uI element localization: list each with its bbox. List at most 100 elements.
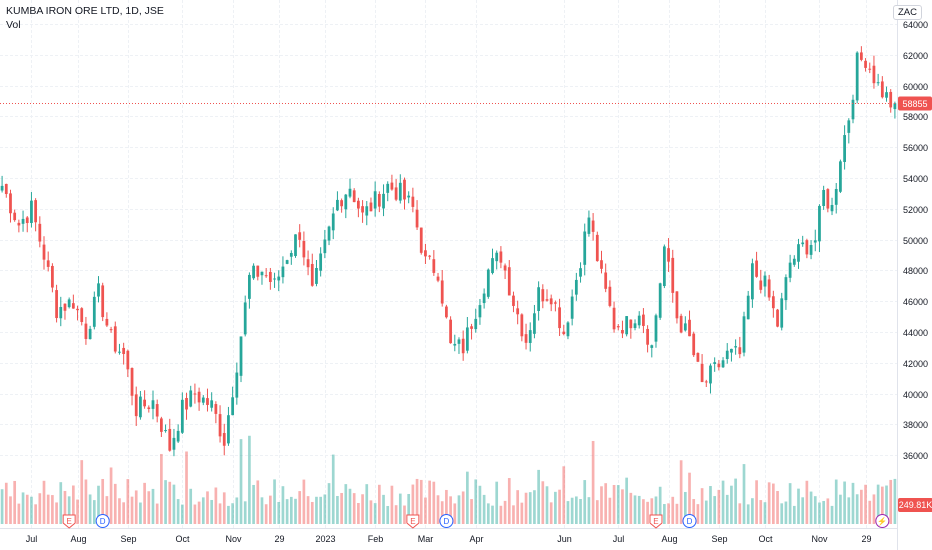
volume-bar — [0, 489, 4, 524]
x-tick-label: Nov — [225, 534, 242, 544]
volume-bar — [206, 491, 209, 524]
candle-body — [600, 260, 603, 269]
y-tick-label: 42000 — [903, 359, 928, 369]
y-tick-label: 64000 — [903, 20, 928, 30]
candle-body — [847, 120, 851, 133]
volume-bar — [474, 479, 478, 524]
candle-body — [151, 400, 155, 409]
candle-body — [25, 217, 29, 224]
x-tick-label: Jul — [26, 534, 38, 544]
candle-body — [415, 209, 419, 228]
volume-bar — [365, 484, 369, 524]
candle-body — [784, 277, 788, 301]
candle-body — [658, 283, 662, 318]
candle-body — [21, 218, 25, 224]
volume-bar — [386, 505, 390, 524]
candle-body — [411, 196, 415, 207]
volume-bar — [453, 503, 457, 524]
volume-bar — [880, 486, 884, 524]
volume-bar — [537, 469, 540, 524]
volume-bar — [419, 479, 423, 524]
volume-bar — [470, 499, 473, 524]
candle-body — [608, 286, 612, 306]
candle-body — [193, 393, 197, 395]
candle-body — [298, 232, 302, 240]
candle-body — [554, 302, 557, 304]
volume-bar — [612, 484, 616, 524]
dividend-icon[interactable] — [95, 514, 110, 528]
dividend-icon[interactable] — [439, 514, 454, 528]
earnings-icon[interactable] — [62, 514, 76, 529]
candle-body — [830, 204, 834, 212]
candle-body — [424, 250, 427, 257]
volume-bar — [298, 491, 302, 524]
volume-bar — [285, 499, 289, 524]
candle-body — [155, 404, 159, 417]
candle-body — [159, 418, 163, 432]
volume-bar — [306, 496, 310, 524]
candle-body — [42, 244, 46, 260]
candle-body — [231, 397, 235, 416]
volume-bar — [235, 497, 239, 524]
volume-bar — [449, 496, 452, 524]
volume-bar — [780, 503, 784, 524]
candle-body — [767, 279, 771, 298]
x-tick-label: Oct — [758, 534, 773, 544]
candle-body — [662, 246, 666, 287]
candle-body — [285, 260, 289, 264]
volume-bar — [46, 494, 50, 524]
volume-bar — [663, 504, 666, 524]
volume-bar — [34, 504, 37, 524]
volume-bar — [377, 484, 381, 524]
candle-body — [46, 260, 50, 267]
candle-body — [92, 296, 96, 327]
candle-body — [248, 274, 251, 299]
y-tick-label: 46000 — [903, 297, 928, 307]
candle-body — [377, 194, 381, 207]
volume-bar — [746, 504, 750, 524]
volume-bar — [302, 479, 306, 524]
candle-body — [218, 414, 222, 437]
candle-body — [700, 363, 704, 383]
candle-body — [683, 323, 687, 331]
volume-bar — [813, 496, 817, 524]
candle-body — [206, 398, 209, 405]
volume-bar — [101, 478, 105, 524]
candle-body — [717, 363, 721, 368]
candle-body — [570, 296, 574, 319]
currency-button[interactable]: ZAC — [893, 5, 922, 20]
candle-body — [688, 319, 691, 337]
price-axis — [897, 0, 932, 550]
volume-bar — [55, 502, 58, 524]
candle-body — [474, 318, 478, 330]
volume-bar — [168, 481, 172, 524]
candle-body — [713, 362, 717, 364]
volume-bar — [788, 483, 792, 524]
earnings-icon[interactable] — [406, 514, 420, 529]
volume-bar — [478, 485, 482, 524]
candle-body — [55, 290, 58, 319]
volume-bar — [369, 500, 373, 524]
candle-body — [323, 239, 327, 254]
dividend-icon[interactable] — [682, 514, 697, 528]
lightning-icon[interactable] — [875, 514, 890, 528]
x-tick-label: Apr — [469, 534, 483, 544]
volume-bar — [109, 467, 113, 524]
volume-bar — [361, 494, 364, 524]
earnings-icon[interactable] — [649, 514, 663, 529]
volume-bar — [533, 490, 536, 524]
candle-body — [792, 258, 796, 265]
candle-body — [679, 315, 683, 333]
volume-bar — [289, 496, 293, 524]
volume-bar — [730, 485, 733, 524]
volume-bar — [545, 486, 549, 524]
candle-body — [457, 339, 461, 344]
candle-body — [533, 313, 536, 334]
candle-body — [172, 437, 176, 450]
volume-bar — [721, 480, 725, 524]
volume-bar — [197, 501, 201, 524]
candle-body — [650, 345, 654, 348]
candle-body — [113, 326, 117, 352]
candle-body — [725, 350, 729, 359]
